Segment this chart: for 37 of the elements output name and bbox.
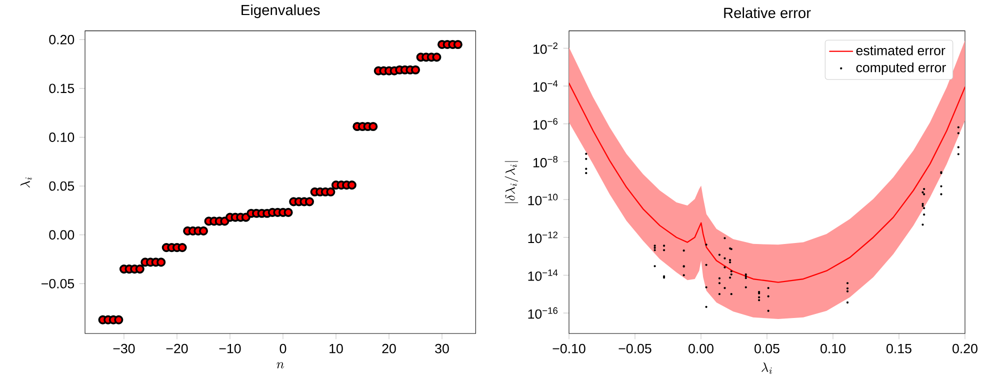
y-tick-label: 10$^{−8}$ <box>533 156 558 168</box>
x-axis-title: $n$ <box>276 362 284 368</box>
y-tick-label: 0.20 <box>49 34 74 44</box>
x-tick-label: 20 <box>382 344 396 354</box>
y-tick-label: 10$^{−12}$ <box>528 231 558 243</box>
line-series <box>569 82 965 283</box>
x-tick-label: 0.20 <box>952 344 978 354</box>
y-tick-label: 10$^{−2}$ <box>533 42 558 54</box>
y-tick-label: 10$^{−16}$ <box>528 307 558 319</box>
x-tick-label: 0.15 <box>886 344 912 354</box>
x-tick-label: 0.10 <box>820 344 846 354</box>
legend-label: estimated error <box>856 45 946 56</box>
x-tick-label: −0.10 <box>552 344 586 354</box>
y-tick-label: 0.10 <box>49 132 74 142</box>
chart-title: Relative error <box>724 7 811 18</box>
y-tick-label: 10$^{−6}$ <box>533 118 558 130</box>
x-tick-label: 0.00 <box>688 344 714 354</box>
x-tick-label: 0 <box>280 344 286 354</box>
y-tick-label: 10$^{−10}$ <box>528 194 558 206</box>
y-tick-label: 0.00 <box>49 230 74 240</box>
y-tick-label: 10$^{−4}$ <box>533 80 558 92</box>
x-axis-title: $\lambda_i$ <box>762 362 772 374</box>
chart-title: Eigenvalues <box>242 4 320 18</box>
x-tick-label: 10 <box>330 344 343 354</box>
x-tick-label: −20 <box>166 344 188 354</box>
y-axis-title: $|\delta\lambda_i/\lambda_i|$ <box>504 161 518 203</box>
x-tick-label: −10 <box>219 344 241 354</box>
x-tick-label: −0.05 <box>618 344 652 354</box>
x-tick-label: 0.05 <box>754 344 780 354</box>
x-tick-label: −30 <box>113 344 135 354</box>
y-tick-label: 10$^{−14}$ <box>528 269 558 281</box>
y-tick-label: 0.15 <box>49 83 74 93</box>
y-tick-label: −0.05 <box>42 278 74 288</box>
y-tick-label: 0.05 <box>49 181 74 191</box>
x-tick-label: 30 <box>435 344 449 354</box>
legend-label: computed error <box>856 62 946 75</box>
y-axis-title: $\lambda_i$ <box>20 176 32 188</box>
